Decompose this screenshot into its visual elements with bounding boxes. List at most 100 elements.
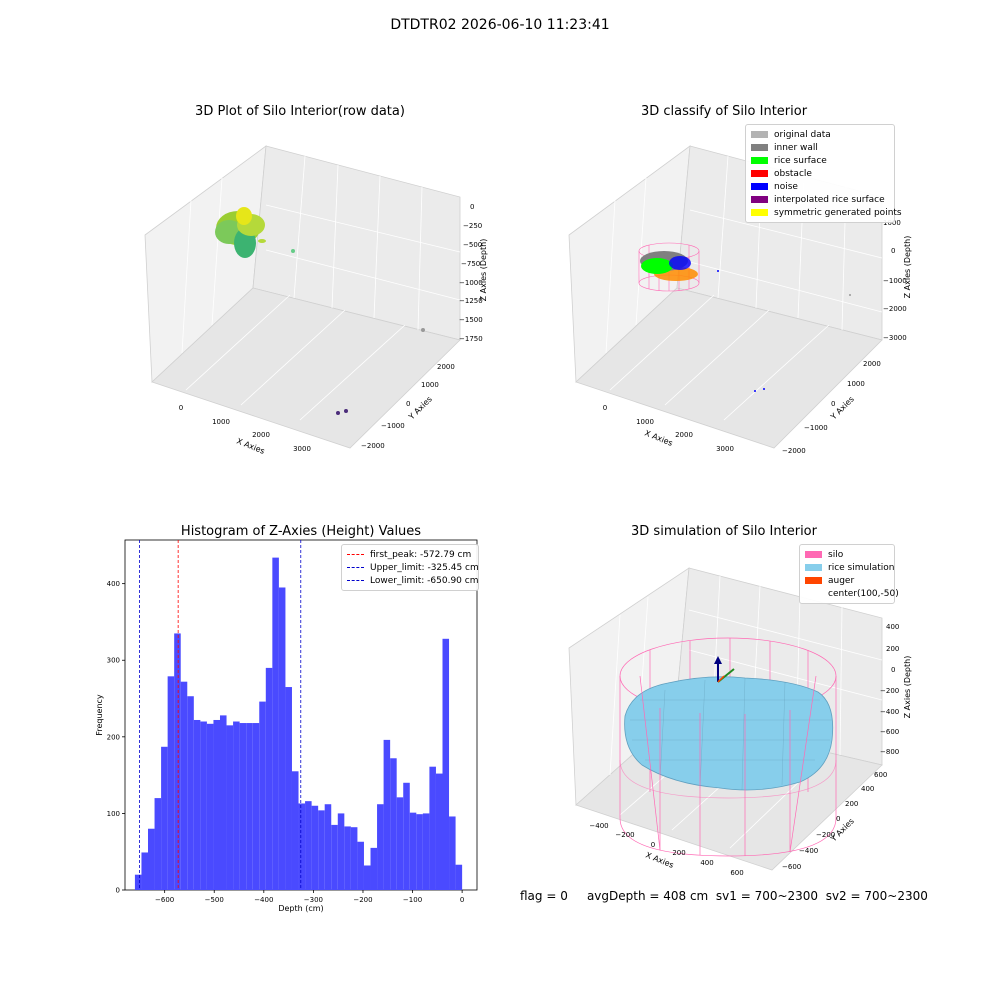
classify-xtick: 3000 [716,445,734,453]
simulation-ytick: −600 [782,863,801,871]
classify-noise-point [754,390,756,392]
classify-tick-labels: 0 1000 2000 3000 2000 1000 0 −1000 −2000… [603,219,907,455]
histogram-legend: first_peak: -572.79 cm Upper_limit: -325… [341,544,479,591]
histogram-bar [305,801,312,890]
histogram-bar [390,758,397,890]
simulation-xtick: 200 [672,849,685,857]
histogram-xtick-label: −300 [304,896,323,904]
raw-ztick: −750 [461,260,480,268]
figure-title: DTDTR02 2026-06-10 11:23:41 [390,17,610,33]
legend-swatch [805,590,822,597]
histogram-xtick-label: −100 [403,896,422,904]
histogram-bar [403,782,410,890]
raw-ytick: 0 [406,400,410,408]
histogram-bar [154,798,162,890]
simulation-xtick: −200 [615,831,634,839]
simulation-xtick: 0 [651,841,655,849]
simulation-ytick: 0 [836,815,840,823]
raw-ztick: −1000 [459,279,483,287]
histogram-bar [298,803,306,890]
classify-ztick: 1000 [883,219,901,227]
classify-ytick: −2000 [782,447,806,455]
histogram-bar [148,828,155,890]
raw-ztick: −1500 [459,316,483,324]
histogram-bar [396,797,404,890]
raw-outlier-point [421,328,425,332]
histogram-x-ticks: −600 −500 −400 −300 −200 −100 0 [155,890,464,904]
histogram-bar [278,587,286,890]
classify-ztick: −3000 [883,334,907,342]
raw-xlabel: X Axies [235,437,266,456]
histogram-bar [239,723,247,890]
simulation-ytick: −200 [816,831,835,839]
raw-xtick: 2000 [252,431,270,439]
histogram-xtick-label: −400 [254,896,273,904]
classify-plot-title: 3D classify of Silo Interior [640,104,808,119]
histogram-chart: −600 −500 −400 −300 −200 −100 0 0100200300400 … [95,539,478,913]
histogram-bar [409,812,417,890]
simulation-zlabel: Z Axies (Depth) [903,656,912,719]
legend-label: Lower_limit: -650.90 cm [370,575,479,586]
histogram-bar [219,715,227,890]
raw-xtick: 0 [179,404,183,412]
simulation-xlabel: X Axies [644,851,675,870]
legend-label: symmetric generated points [774,207,902,218]
status-flag: flag = 0 [520,889,568,903]
histogram-bar [233,721,240,890]
legend-label: noise [774,181,798,192]
histogram-title: Histogram of Z-Axies (Height) Values [180,524,422,539]
raw-ztick: −250 [463,222,482,230]
classify-noise-point [717,270,719,272]
raw-ytick: 2000 [437,363,455,371]
simulation-ztick: −800 [880,748,899,756]
simulation-ztick: 0 [891,666,895,674]
simulation-rice-mesh [630,677,832,791]
histogram-bar [331,824,338,890]
histogram-bar [435,773,443,890]
histogram-xtick-label: −500 [205,896,224,904]
histogram-bar [226,725,234,890]
histogram-bar [246,723,253,890]
histogram-bar [141,852,149,890]
simulation-ytick: 600 [874,771,887,779]
status-sv1: sv1 = 700~2300 [715,889,819,903]
histogram-bar [213,719,220,890]
histogram-bar [377,804,384,890]
legend-label: rice simulation [828,562,895,573]
histogram-ytick-label: 400 [107,580,120,588]
raw-ztick: −500 [463,241,482,249]
raw-outlier-point [336,411,340,415]
histogram-bar [272,557,279,890]
legend-line [347,567,364,568]
classify-xtick: 0 [603,404,607,412]
classify-xlabel: X Axies [643,429,674,448]
simulation-ytick: 200 [845,800,858,808]
classify-ytick: 0 [831,400,835,408]
raw-ytick: −2000 [361,442,385,450]
simulation-ztick: −200 [880,687,899,695]
classify-legend: original data inner wall rice surface ob… [745,124,902,223]
legend-swatch [805,564,822,571]
legend-label: interpolated rice surface [774,194,885,205]
classify-ylabel: Y Axies [828,395,856,423]
legend-label: auger [828,575,855,586]
histogram-bar [363,865,371,890]
histogram-xtick-label: −200 [353,896,372,904]
histogram-ytick-label: 200 [107,733,120,741]
legend-label: obstacle [774,168,812,179]
histogram-reference-lines [139,540,302,890]
simulation-xtick: 600 [730,869,743,877]
histogram-bar [174,633,181,890]
classify-ytick: 1000 [847,380,865,388]
classify-ztick: 0 [891,247,895,255]
legend-swatch [751,196,768,203]
legend-swatch [751,157,768,164]
classify-noise-region [669,256,691,270]
histogram-bar [265,667,273,890]
classify-rice-surface-region [641,258,673,274]
histogram-bar [422,813,430,890]
histogram-xtick-label: −600 [155,896,174,904]
classify-noise-point [763,388,765,390]
status-avg-depth: avgDepth = 408 cm [586,889,709,903]
legend-label: first_peak: -572.79 cm [370,549,472,560]
